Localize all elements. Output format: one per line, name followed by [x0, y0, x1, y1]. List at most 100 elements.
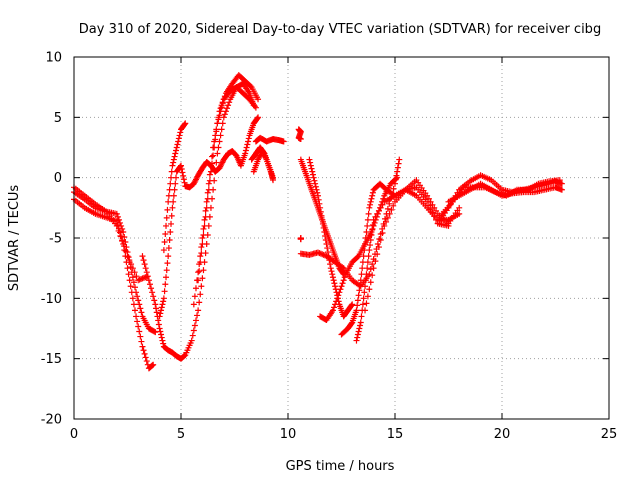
- data-point: [386, 210, 393, 217]
- data-point: [121, 233, 128, 240]
- data-point: [152, 329, 159, 336]
- data-point: [329, 274, 336, 281]
- data-point: [456, 210, 463, 217]
- data-point: [376, 236, 383, 243]
- data-point: [136, 328, 143, 335]
- data-point: [137, 333, 144, 340]
- data-point: [158, 334, 165, 341]
- data-point: [369, 261, 376, 268]
- data-point: [252, 104, 259, 111]
- data-point: [364, 259, 371, 266]
- data-point: [178, 166, 185, 173]
- data-point: [206, 171, 213, 178]
- data-point: [364, 222, 371, 229]
- data-point: [140, 257, 147, 264]
- data-point: [204, 195, 211, 202]
- data-point: [362, 283, 369, 290]
- data-point: [324, 249, 331, 256]
- data-point: [160, 295, 167, 302]
- data-point: [120, 228, 127, 235]
- series-track-12: [295, 126, 304, 143]
- data-point: [195, 277, 202, 284]
- data-point: [360, 295, 367, 302]
- data-point: [124, 253, 131, 260]
- data-point: [226, 99, 233, 106]
- data-point: [140, 347, 147, 354]
- data-point: [297, 136, 304, 143]
- data-point: [202, 207, 209, 214]
- data-point: [556, 177, 563, 184]
- y-tick-label: 5: [54, 111, 62, 126]
- data-point: [124, 265, 131, 272]
- data-point: [216, 112, 223, 119]
- data-point: [179, 169, 186, 176]
- data-point: [173, 147, 180, 154]
- data-point: [395, 160, 402, 167]
- data-point: [370, 265, 377, 272]
- series-track-8: [195, 84, 259, 284]
- data-point: [379, 229, 386, 236]
- series-track-16: [297, 235, 304, 243]
- data-point: [153, 309, 160, 316]
- data-point: [119, 225, 126, 232]
- data-point: [369, 189, 376, 196]
- series-track-9: [252, 134, 287, 145]
- x-axis-label: GPS time / hours: [286, 459, 395, 474]
- series-track-4: [139, 80, 257, 362]
- data-point: [114, 213, 121, 220]
- data-point: [358, 313, 365, 320]
- data-point: [167, 228, 174, 235]
- data-point: [218, 104, 225, 111]
- data-point: [327, 265, 334, 272]
- data-point: [429, 201, 436, 208]
- data-point: [372, 213, 379, 220]
- data-point: [165, 198, 172, 205]
- data-point: [558, 186, 565, 193]
- data-point: [379, 201, 386, 208]
- data-point: [340, 277, 347, 284]
- data-point: [355, 292, 362, 299]
- data-point: [130, 279, 137, 286]
- data-point: [214, 150, 221, 157]
- data-point: [194, 312, 201, 319]
- data-point: [188, 337, 195, 344]
- data-point: [145, 277, 152, 284]
- data-point: [137, 305, 144, 312]
- data-point: [191, 293, 198, 300]
- data-point: [388, 206, 395, 213]
- data-point: [174, 141, 181, 148]
- data-point: [374, 210, 381, 217]
- data-point: [157, 310, 164, 317]
- data-point: [375, 244, 382, 251]
- data-point: [355, 328, 362, 335]
- data-point: [129, 295, 136, 302]
- data-point: [211, 144, 218, 151]
- series-track-6: [160, 120, 189, 254]
- data-point: [142, 354, 149, 361]
- data-point: [368, 231, 375, 238]
- data-point: [254, 115, 261, 122]
- data-point: [131, 269, 138, 276]
- series-track-15: [306, 156, 356, 320]
- data-point: [339, 280, 346, 287]
- data-point: [205, 186, 212, 193]
- data-point: [200, 267, 207, 274]
- data-point: [138, 338, 145, 345]
- data-point: [165, 192, 172, 199]
- data-point: [200, 225, 207, 232]
- x-tick-label: 5: [177, 427, 185, 442]
- data-point: [191, 322, 198, 329]
- data-point: [198, 250, 205, 257]
- data-point: [433, 207, 440, 214]
- x-tick-label: 15: [387, 427, 404, 442]
- series-track-14: [297, 156, 347, 278]
- data-point: [218, 126, 225, 133]
- data-point: [148, 285, 155, 292]
- data-point: [190, 301, 197, 308]
- x-tick-label: 0: [70, 427, 78, 442]
- data-point: [198, 283, 205, 290]
- data-point: [341, 274, 348, 281]
- data-point: [166, 186, 173, 193]
- data-point: [357, 282, 364, 289]
- data-point: [126, 257, 133, 264]
